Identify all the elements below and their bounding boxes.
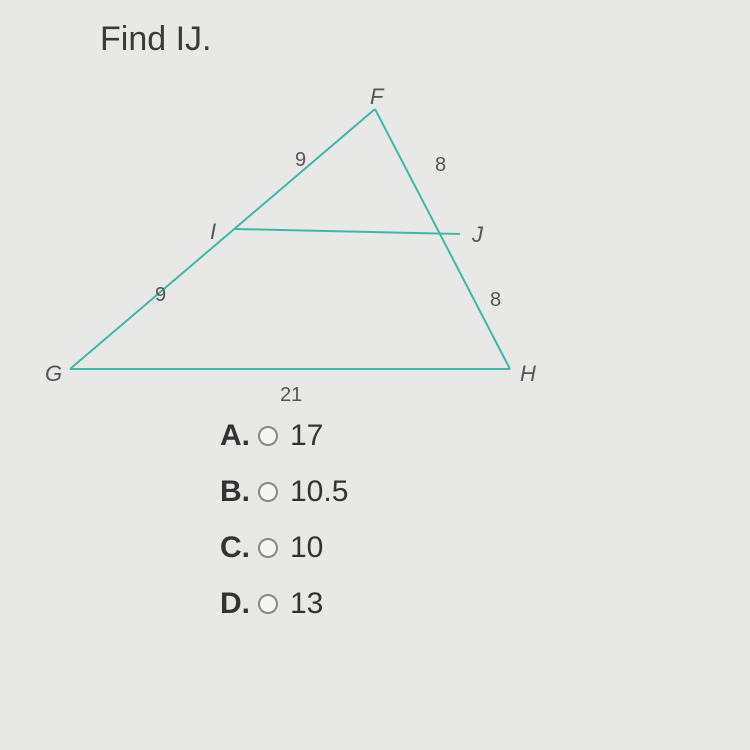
vertex-label-I: I — [210, 219, 216, 245]
choice-value: 10 — [290, 531, 323, 565]
radio-icon[interactable] — [258, 426, 278, 446]
choice-A[interactable]: A. 17 — [220, 419, 650, 453]
edge-label-3: 8 — [490, 289, 501, 312]
radio-icon[interactable] — [258, 538, 278, 558]
choice-C[interactable]: C. 10 — [220, 531, 650, 565]
vertex-label-H: H — [520, 361, 536, 387]
vertex-label-J: J — [472, 222, 483, 248]
vertex-label-G: G — [45, 361, 62, 387]
choice-value: 17 — [290, 419, 323, 453]
choice-value: 10.5 — [290, 475, 348, 509]
choice-letter: B. — [220, 475, 250, 509]
answer-choices: A. 17 B. 10.5 C. 10 D. 13 — [220, 419, 650, 621]
triangle-diagram: FIJGH989821 — [40, 89, 540, 409]
edge-label-0: 9 — [295, 149, 306, 172]
radio-icon[interactable] — [258, 482, 278, 502]
choice-letter: D. — [220, 587, 250, 621]
choice-B[interactable]: B. 10.5 — [220, 475, 650, 509]
choice-value: 13 — [290, 587, 323, 621]
radio-icon[interactable] — [258, 594, 278, 614]
edge-label-4: 21 — [280, 384, 302, 407]
edge-label-2: 9 — [155, 284, 166, 307]
vertex-label-F: F — [370, 84, 383, 110]
choice-letter: C. — [220, 531, 250, 565]
edge-I-J — [235, 229, 460, 234]
diagram-svg — [40, 89, 540, 409]
edge-label-1: 8 — [435, 154, 446, 177]
choice-D[interactable]: D. 13 — [220, 587, 650, 621]
edge-G-F — [70, 109, 375, 369]
edge-F-H — [375, 109, 510, 369]
choice-letter: A. — [220, 419, 250, 453]
question-text: Find IJ. — [100, 20, 650, 59]
